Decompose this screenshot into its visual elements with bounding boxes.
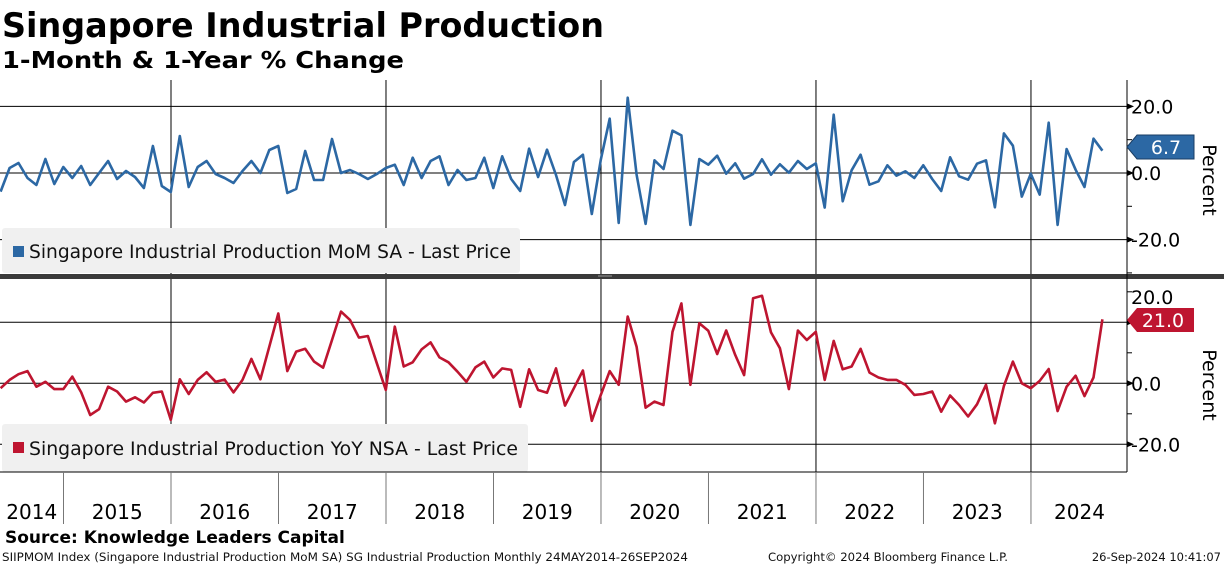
x-tick-label: 2018 bbox=[414, 500, 465, 524]
last-value-badge-mom: 6.7 bbox=[1126, 134, 1195, 160]
series-line-mom bbox=[0, 96, 1104, 227]
y-tick-label: 0.0 bbox=[1131, 373, 1161, 395]
x-tick-label: 2023 bbox=[952, 500, 1003, 524]
x-tick-label: 2015 bbox=[92, 500, 143, 524]
y-axis: 20.0 0.0 -20.0 20.0 0.0 -20.0 bbox=[1127, 96, 1180, 456]
y-tick-mark bbox=[1127, 236, 1134, 243]
legend-swatch-yoy bbox=[13, 442, 24, 453]
series-line-yoy bbox=[0, 294, 1104, 425]
x-axis: 2014 2015 2016 2017 2018 2019 2020 2021 2022 2023… bbox=[6, 472, 1105, 524]
last-value-badge-yoy: 21.0 bbox=[1127, 308, 1194, 332]
series-layer bbox=[0, 96, 1104, 425]
last-value-mom: 6.7 bbox=[1151, 137, 1181, 159]
last-value-yoy: 21.0 bbox=[1142, 310, 1184, 332]
x-tick-label: 2019 bbox=[522, 500, 573, 524]
y-tick-label: 20.0 bbox=[1131, 96, 1173, 118]
y-tick-label: -20.0 bbox=[1131, 434, 1180, 456]
legend-label-yoy: Singapore Industrial Production YoY NSA … bbox=[29, 438, 518, 460]
copyright: Copyright© 2024 Bloomberg Finance L.P. bbox=[768, 550, 1008, 564]
x-tick-label: 2024 bbox=[1054, 500, 1105, 524]
y-axis-label-top: Percent bbox=[1198, 144, 1220, 216]
y-axis-label-bottom: Percent bbox=[1198, 349, 1220, 421]
x-tick-label: 2021 bbox=[737, 500, 788, 524]
x-tick-label: 2020 bbox=[629, 500, 680, 524]
index-info: SIIPMOM Index (Singapore Industrial Prod… bbox=[2, 550, 688, 564]
legend-label-mom: Singapore Industrial Production MoM SA -… bbox=[29, 241, 511, 263]
legend-bottom: Singapore Industrial Production YoY NSA … bbox=[2, 424, 528, 472]
legend-top: Singapore Industrial Production MoM SA -… bbox=[2, 228, 520, 273]
x-tick-label: 2016 bbox=[199, 500, 250, 524]
y-tick-mark bbox=[1127, 441, 1134, 448]
y-tick-label: 0.0 bbox=[1131, 163, 1161, 185]
y-tick-mark bbox=[1127, 170, 1134, 176]
chart-subtitle: 1-Month & 1-Year % Change bbox=[2, 48, 404, 74]
source-note: Source: Knowledge Leaders Capital bbox=[5, 528, 345, 548]
y-tick-mark bbox=[1127, 103, 1134, 110]
x-tick-label: 2017 bbox=[307, 500, 358, 524]
x-tick-label: 2014 bbox=[6, 500, 57, 524]
timestamp: 26-Sep-2024 10:41:07 bbox=[1092, 550, 1221, 564]
y-tick-label: 20.0 bbox=[1131, 287, 1173, 309]
chart-title: Singapore Industrial Production bbox=[2, 6, 604, 46]
y-tick-label: -20.0 bbox=[1131, 230, 1180, 252]
y-tick-mark bbox=[1127, 380, 1134, 387]
x-tick-label: 2022 bbox=[844, 500, 895, 524]
legend-swatch-mom bbox=[13, 246, 24, 257]
